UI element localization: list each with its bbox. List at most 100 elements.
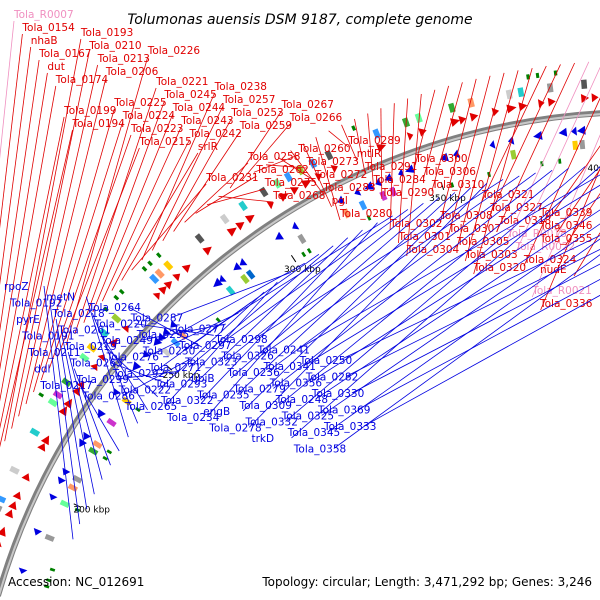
inner-marker — [450, 182, 455, 188]
plus-cog-block — [581, 79, 588, 89]
plus-leader-line — [0, 72, 48, 371]
backbone-ring — [0, 110, 600, 597]
minus-cog-block — [572, 140, 579, 150]
plus-leader-line — [4, 38, 82, 442]
minus-leader-line — [146, 312, 239, 358]
plus-gene-arrow — [40, 435, 50, 446]
outer-marker — [147, 260, 153, 267]
plus-cog-block — [163, 260, 174, 271]
minus-gene-label: Tola_0192 — [9, 298, 62, 310]
minus-gene-arrow — [489, 140, 496, 149]
minus-gene-label: Tola_0341 — [263, 361, 316, 373]
plus-leader-line — [25, 77, 107, 405]
plus-leader-line — [265, 164, 307, 169]
minus-gene-label: Tola_0235 — [196, 389, 249, 401]
plus-leader-line — [49, 134, 132, 369]
minus-leader-line — [224, 202, 424, 362]
minus-leader-line — [188, 245, 334, 368]
minus-leader-line — [357, 278, 600, 410]
minus-gene-label: Tola_0250 — [299, 355, 352, 367]
plus-leader-line — [548, 145, 600, 220]
minus-gene-label: Tola_0358 — [293, 444, 346, 456]
minus-gene-arrow — [33, 528, 43, 536]
plus-leader-line — [481, 65, 547, 202]
minus-gene-label: pyrE — [16, 314, 40, 326]
minus-leader-line — [97, 329, 148, 411]
minus-cog-block — [59, 499, 70, 508]
plus-gene-label: Tola_0289 — [347, 135, 400, 147]
minus-gene-label: Tola_0369 — [317, 405, 370, 417]
axis-tick-mark — [290, 254, 297, 263]
minus-cog-block — [240, 273, 250, 285]
plus-cog-block — [259, 186, 269, 198]
plus-gene-label: mtlR — [357, 148, 382, 160]
plus-gene-label: Tola_0253 — [230, 107, 283, 119]
plus-gene-arrow — [0, 541, 2, 548]
plus-leader-line — [65, 56, 149, 346]
inner-marker — [46, 578, 52, 583]
plus-cog-block — [98, 327, 110, 338]
minus-leader-line — [212, 215, 393, 329]
minus-leader-line — [49, 302, 81, 525]
axis-tick-label: 300 kbp — [284, 265, 321, 275]
minus-gene-label: Tola_0217 — [39, 380, 92, 392]
plus-gene-arrow — [37, 443, 46, 452]
plus-cog-block — [238, 200, 248, 212]
plus-leader-line — [277, 157, 316, 182]
plus-leader-line — [141, 92, 215, 261]
minus-leader-line — [345, 248, 600, 377]
minus-cog-block — [342, 208, 351, 219]
plus-leader-line — [431, 82, 463, 192]
plus-gene-label: Tola_0213 — [97, 53, 150, 65]
plus-gene-label: Tola_0275 — [264, 177, 317, 189]
minus-gene-arrow — [83, 431, 92, 441]
minus-gene-label: Tola_0292 — [112, 368, 165, 380]
plus-gene-label: Tola_0260 — [297, 143, 350, 155]
outer-marker — [103, 306, 109, 312]
plus-gene-label: Tola_0221 — [155, 76, 208, 88]
plus-cog-block — [272, 178, 283, 189]
minus-gene-label: Tola_0299 — [76, 374, 129, 386]
plus-gene-arrow — [301, 180, 312, 189]
minus-leader-line — [351, 263, 600, 394]
plus-cog-block — [154, 268, 165, 279]
plus-leader-line — [173, 131, 241, 232]
genome-summary-text: Topology: circular; Length: 3,471,292 bp… — [261, 575, 592, 589]
minus-cog-block — [72, 474, 83, 484]
plus-cog-block — [448, 102, 456, 113]
plus-leader-line — [456, 72, 505, 249]
plus-leader-line — [92, 113, 174, 313]
minus-cog-block — [510, 149, 517, 160]
plus-gene-arrow — [547, 97, 556, 107]
minus-gene-label: Tola_0191 — [21, 331, 74, 343]
minus-gene-arrow — [18, 567, 28, 574]
plus-leader-line — [302, 143, 332, 208]
plus-leader-line — [367, 113, 374, 187]
plus-cog-block — [111, 313, 122, 324]
minus-cog-block — [88, 446, 99, 456]
minus-gene-arrow — [219, 274, 227, 282]
plus-gene-arrow — [580, 94, 590, 103]
plus-gene-label: Tola_0242 — [189, 128, 242, 140]
minus-gene-label: Tola_0287 — [130, 313, 183, 325]
inner-marker — [44, 584, 50, 589]
plus-gene-arrow — [289, 187, 299, 195]
minus-leader-line — [164, 281, 278, 407]
minus-leader-line — [267, 172, 536, 373]
plus-gene-label: Tola_0174 — [55, 74, 109, 86]
plus-leader-line — [229, 110, 282, 189]
plus-gene-label: Tola_0283 — [322, 182, 375, 194]
plus-gene-label: Tola_0273 — [306, 156, 359, 168]
minus-gene-label: Tola_0234 — [166, 412, 220, 424]
minus-gene-label: Tola_0277 — [172, 323, 225, 335]
plus-gene-arrow — [458, 115, 467, 125]
plus-gene-label: nhaB — [31, 35, 58, 47]
minus-gene-label: Tola_0293 — [154, 379, 207, 391]
plus-leader-line — [354, 118, 366, 174]
minus-cog-block — [579, 139, 586, 150]
minus-gene-arrow — [275, 231, 284, 240]
minus-gene-arrow — [439, 152, 449, 162]
plus-leader-line — [195, 175, 257, 214]
plus-gene-label: Tola_0245 — [163, 89, 216, 101]
